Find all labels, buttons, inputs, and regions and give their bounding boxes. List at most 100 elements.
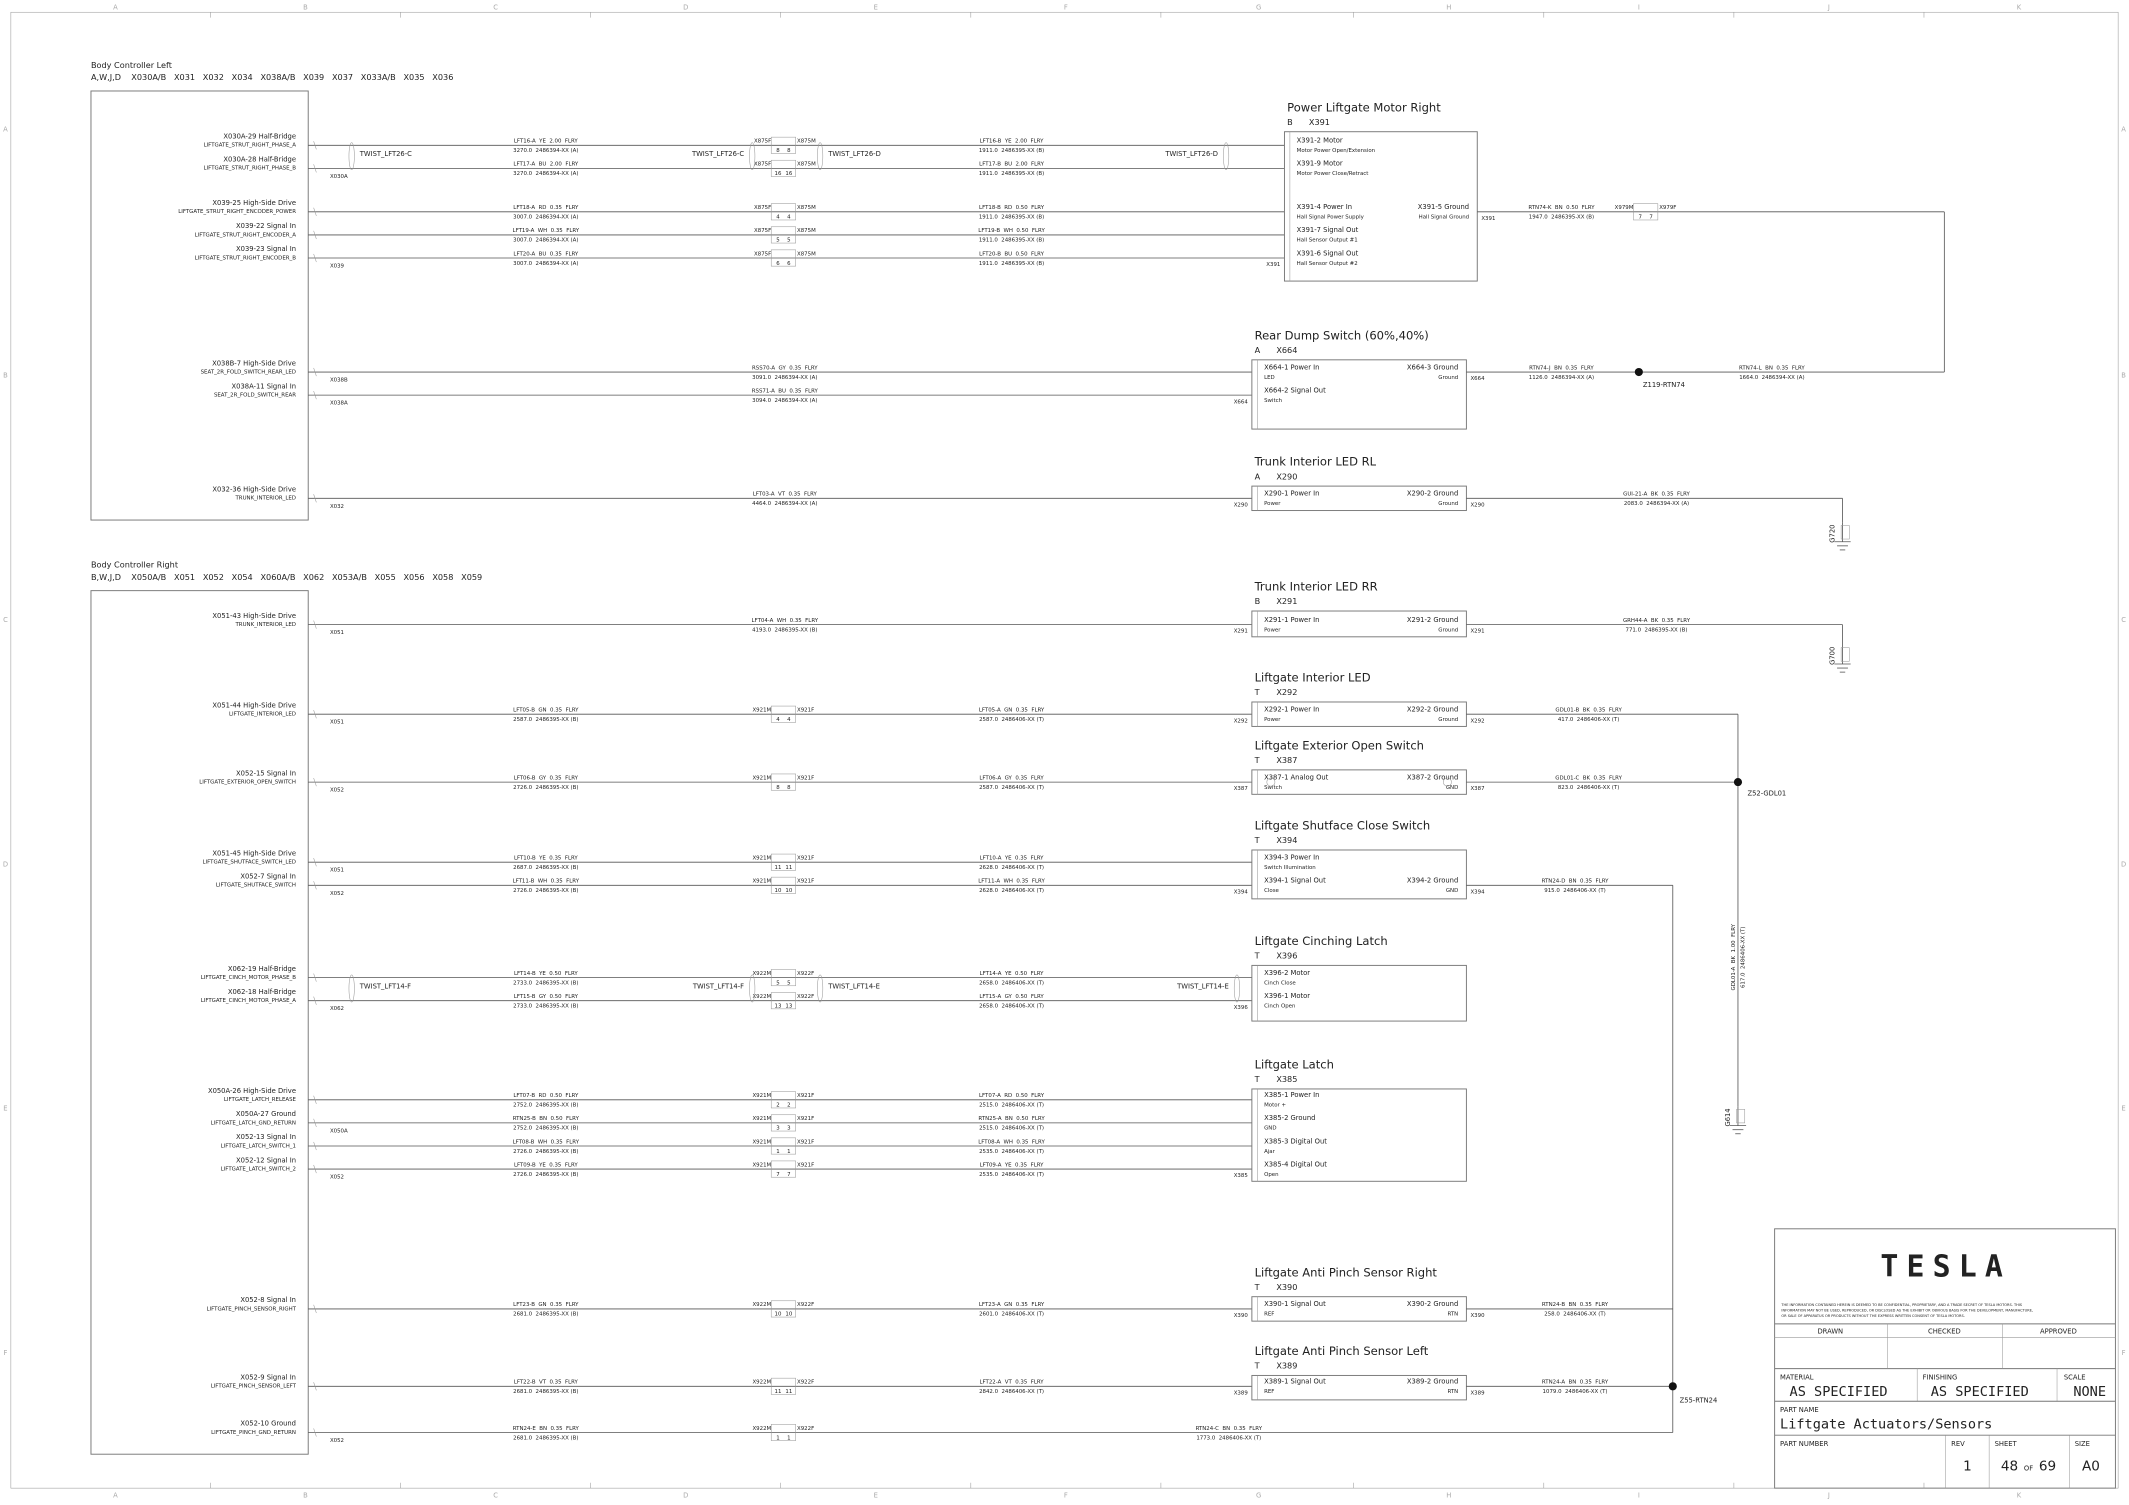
- component-pin: X664-1 Power In: [1264, 363, 1319, 371]
- connector-tag: X038B: [330, 378, 348, 384]
- pin-label: X052-13 Signal In: [236, 1133, 296, 1141]
- inline-connector-name: X875M: [797, 251, 816, 257]
- wire-label: LFT23-B GN 0.35 FLRY: [513, 1302, 579, 1308]
- inline-connector: [770, 1137, 796, 1155]
- wire-label: LFT17-B BU 2.00 FLRY: [979, 162, 1044, 168]
- wire-spec: 3007.0 2486394-XX (A): [513, 238, 578, 244]
- pin-label: X062-18 Half-Bridge: [228, 988, 296, 996]
- column-letter: J: [1827, 1492, 1830, 1500]
- component-pin-desc: Open: [1264, 1172, 1278, 1178]
- connector-tag: X664: [1470, 376, 1485, 382]
- column-letter: H: [1446, 1492, 1451, 1500]
- pin-label: X052-15 Signal In: [236, 769, 296, 777]
- inline-connector-name: X922F: [797, 1426, 814, 1432]
- component-location: B: [1255, 596, 1261, 606]
- component-pin: X291-2 Ground: [1407, 616, 1458, 624]
- component-box: [1251, 964, 1467, 1022]
- twist-mark: [348, 974, 355, 1003]
- inline-pin: 10: [785, 1312, 792, 1318]
- wire-label: LFT22-B VT 0.35 FLRY: [514, 1380, 579, 1386]
- inline-pin: 7: [776, 1172, 779, 1178]
- inline-connector-name: X875F: [754, 228, 771, 234]
- inline-connector-name: X921M: [752, 1116, 771, 1122]
- wire-label: LFT03-A VT 0.35 FLRY: [753, 492, 818, 498]
- tb-label: DRAWN: [1817, 1327, 1843, 1335]
- component-title: Trunk Interior LED RL: [1254, 455, 1377, 469]
- twist-mark: [749, 974, 756, 1003]
- signal-name: LIFTGATE_INTERIOR_LED: [229, 712, 296, 718]
- notice: THE INFORMATION CONTAINED HEREIN IS DEEM…: [1780, 1303, 2022, 1307]
- connector-tag: X385: [1234, 1173, 1248, 1179]
- wire-label: LFT05-A GN 0.35 FLRY: [979, 707, 1045, 713]
- connector-tag: X291: [1470, 629, 1484, 635]
- component-connector: X396: [1276, 951, 1297, 961]
- wire: [313, 164, 317, 173]
- column-letter: J: [1827, 4, 1830, 12]
- column-letter: K: [2017, 4, 2022, 12]
- component-pin-desc: Ajar: [1264, 1149, 1276, 1155]
- component-pin: X292-2 Ground: [1407, 705, 1458, 713]
- inline-connector-name: X921F: [797, 1162, 814, 1168]
- wire-spec: 2083.0 2486394-XX (A): [1624, 501, 1689, 507]
- component-pin: X391-9 Motor: [1297, 160, 1343, 168]
- twist-mark: [348, 142, 355, 171]
- logo: TESLA: [1880, 1249, 2011, 1284]
- row-letter: D: [2121, 860, 2126, 868]
- ground-label: G700: [1828, 647, 1836, 665]
- connector-tag: X292: [1470, 718, 1484, 724]
- tb-label: APPROVED: [2040, 1327, 2077, 1335]
- inline-pin: 8: [776, 148, 780, 154]
- tb-label: REV: [1951, 1440, 1965, 1448]
- wire: [313, 710, 317, 719]
- component-box: [1251, 849, 1467, 900]
- wire-spec: 2515.0 2486406-XX (T): [979, 1103, 1044, 1109]
- connector-tag: X389: [1470, 1390, 1485, 1396]
- twist-mark: [1233, 974, 1240, 1003]
- inline-pin: 6: [776, 261, 780, 267]
- wire-spec: 2733.0 2486395-XX (B): [513, 980, 578, 986]
- component-location: T: [1254, 1074, 1260, 1084]
- wire-label: RTN74-K BN 0.50 FLRY: [1528, 205, 1595, 211]
- component-pin-desc: Ground: [1438, 627, 1458, 633]
- pin-label: X052-10 Ground: [240, 1420, 296, 1428]
- wire-label: LFT15-B GY 0.50 FLRY: [514, 994, 579, 1000]
- wire-spec: 617.0 2486406-XX (T): [1741, 927, 1747, 989]
- component-location: B: [1287, 117, 1293, 127]
- inline-pin: 5: [776, 980, 779, 986]
- wire-spec: 915.0 2486406-XX (T): [1544, 888, 1606, 894]
- wire: [313, 1141, 317, 1151]
- inline-pin: 4: [787, 717, 791, 723]
- tb-value: 1: [1963, 1458, 1972, 1474]
- pin-label: X030A-28 Half-Bridge: [223, 156, 296, 164]
- signal-name: LIFTGATE_LATCH_RELEASE: [224, 1097, 297, 1103]
- inline-pin: 1: [787, 1435, 790, 1441]
- component-connector: X290: [1276, 471, 1297, 481]
- wire-spec: 2601.0 2486406-XX (T): [979, 1312, 1044, 1318]
- wire-spec: 2842.0 2486406-XX (T): [979, 1389, 1044, 1395]
- inline-connector-name: X875F: [754, 162, 771, 168]
- wire-label: LFT08-A WH 0.35 FLRY: [978, 1139, 1045, 1145]
- signal-name: LIFTGATE_STRUT_RIGHT_PHASE_B: [204, 166, 297, 172]
- wire-spec: 258.0 2486406-XX (T): [1544, 1312, 1606, 1318]
- wire: [313, 777, 317, 787]
- component-pin-desc: Motor Power Open/Extension: [1297, 148, 1375, 154]
- wire-spec: 2733.0 2486395-XX (B): [513, 1003, 578, 1009]
- wire-label: GDL01-C BK 0.35 FLRY: [1555, 775, 1622, 781]
- signal-name: LIFTGATE_SHUTFACE_SWITCH_LED: [203, 860, 296, 866]
- pin-label: X052-9 Signal In: [240, 1374, 296, 1382]
- wire-label: LFT11-B WH 0.35 FLRY: [513, 879, 580, 885]
- inline-connector: [1633, 203, 1659, 221]
- wire-label: GDL01-A BK 1.00 FLRY: [1731, 923, 1737, 990]
- component-pin: X391-7 Signal Out: [1297, 226, 1359, 234]
- controller-box: [90, 590, 309, 1455]
- twist-mark: [817, 142, 824, 171]
- component-pin: X391-2 Motor: [1297, 137, 1343, 145]
- wire-spec: 823.0 2486406-XX (T): [1558, 785, 1620, 791]
- inline-connector-name: X875M: [797, 205, 816, 211]
- twist-label: TWIST_LFT26-C: [359, 150, 412, 158]
- wire-spec: 2535.0 2486406-XX (T): [979, 1172, 1044, 1178]
- tb-value: 48: [2001, 1458, 2018, 1474]
- connector-tag: X032: [330, 504, 344, 510]
- notice: INFORMATION MAY NOT BE USED, REPRODUCED,…: [1781, 1309, 2033, 1313]
